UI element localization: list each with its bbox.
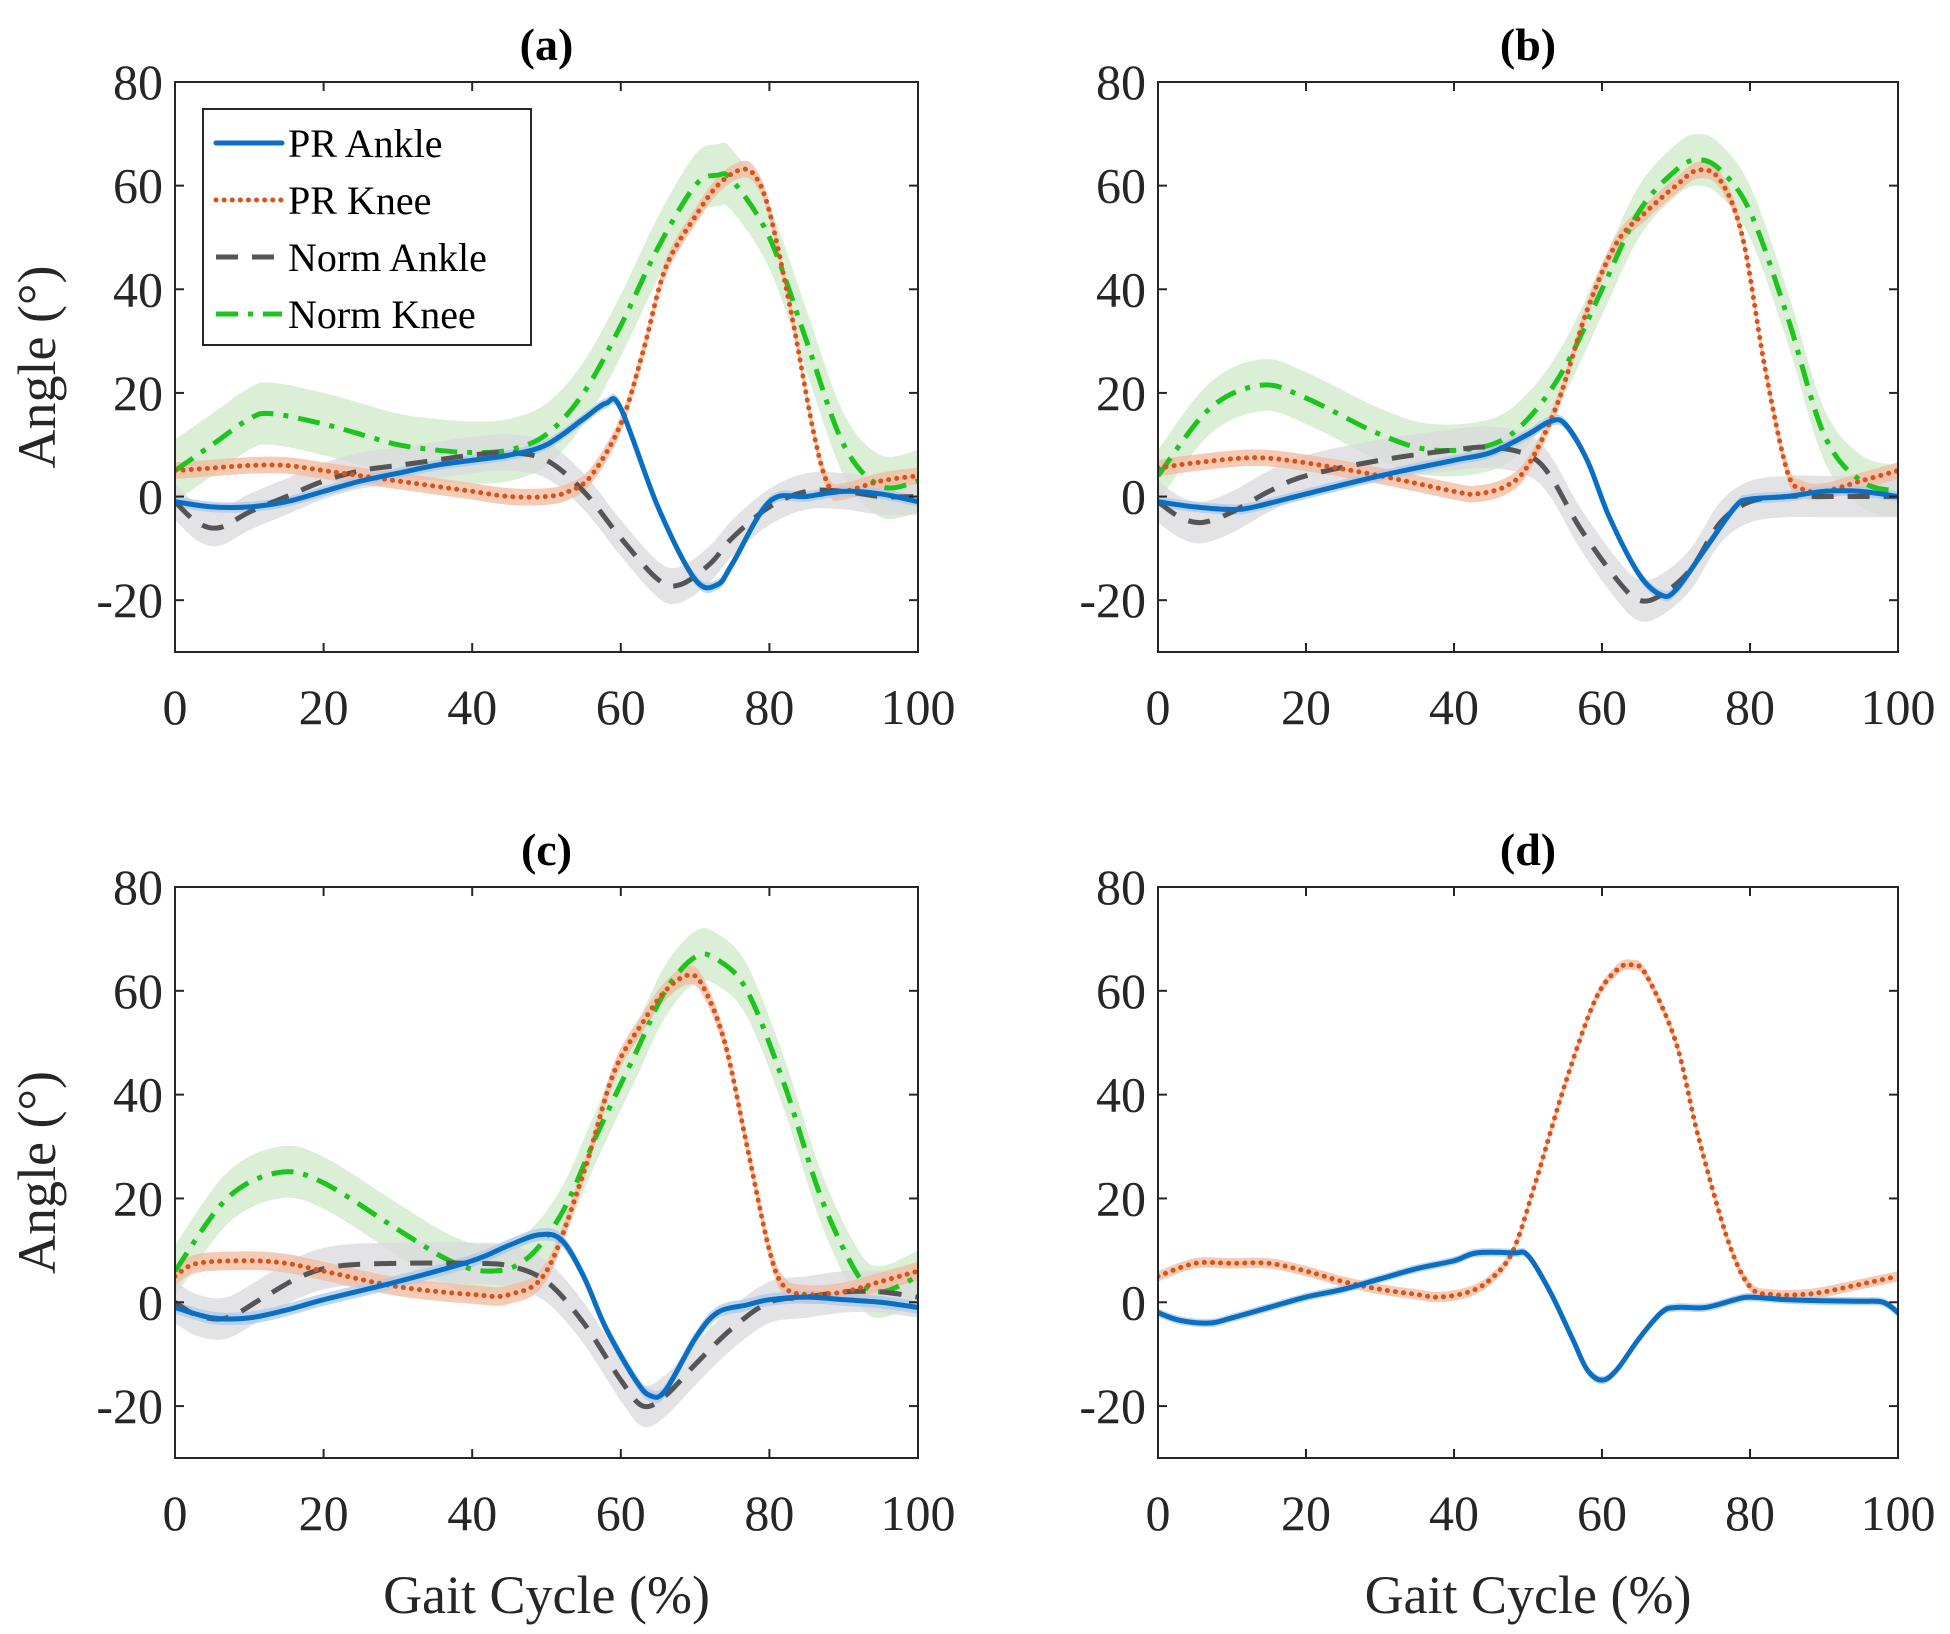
series-line-pr-ankle: [175, 1231, 918, 1400]
y-tick-label: -20: [1079, 1378, 1146, 1434]
band-norm-knee: [175, 928, 918, 1318]
series-line-norm-knee: [175, 171, 918, 491]
x-tick-label: 60: [596, 1485, 646, 1541]
y-tick-label: -20: [1079, 572, 1146, 628]
series-line-pr-ankle: [175, 396, 918, 591]
x-tick-label: 0: [163, 1485, 188, 1541]
plot-area: [1158, 133, 1898, 622]
x-tick-label: 0: [1146, 1485, 1171, 1541]
y-axis-label: Angle (°): [7, 1071, 67, 1274]
x-tick-label: 40: [1429, 1485, 1479, 1541]
y-tick-label: 60: [113, 158, 163, 214]
x-tick-label: 100: [1861, 1485, 1936, 1541]
legend-label: Norm Knee: [288, 292, 476, 337]
axes-box: [174, 886, 919, 1459]
y-tick-label: 40: [1096, 261, 1146, 317]
panel-title: (a): [520, 19, 574, 70]
legend-box: [202, 108, 532, 346]
legend-label: PR Ankle: [288, 121, 442, 166]
plot-area: [175, 142, 918, 605]
x-tick-label: 80: [1725, 1485, 1775, 1541]
axes-box: [174, 81, 919, 653]
y-tick-label: 80: [113, 859, 163, 915]
plot-area: [175, 928, 918, 1428]
y-tick-label: 80: [113, 54, 163, 110]
x-tick-label: 60: [596, 679, 646, 735]
x-axis-label: Gait Cycle (%): [1365, 1565, 1692, 1625]
x-tick-label: 80: [744, 1485, 794, 1541]
panel-title: (c): [521, 824, 572, 875]
panel-title: (b): [1500, 19, 1556, 70]
y-tick-label: 20: [1096, 1170, 1146, 1226]
series-line-norm-knee: [175, 951, 918, 1295]
band-pr-knee: [1158, 959, 1898, 1303]
band-norm-knee: [175, 142, 918, 520]
series-line-pr-ankle: [1158, 417, 1898, 600]
x-tick-label: 20: [299, 1485, 349, 1541]
y-tick-label: 0: [1121, 1274, 1146, 1330]
x-tick-label: 100: [881, 1485, 956, 1541]
y-tick-label: 20: [113, 365, 163, 421]
y-tick-label: 80: [1096, 859, 1146, 915]
x-tick-label: 20: [299, 679, 349, 735]
legend: PR Ankle PR Knee Norm Ankle Norm Knee: [202, 108, 532, 346]
x-tick-label: 20: [1281, 1485, 1331, 1541]
x-tick-label: 40: [447, 1485, 497, 1541]
x-tick-label: 40: [1429, 679, 1479, 735]
band-norm-knee: [1158, 133, 1898, 518]
x-tick-label: 60: [1577, 679, 1627, 735]
y-tick-label: 0: [138, 469, 163, 525]
y-tick-label: 40: [1096, 1067, 1146, 1123]
x-axis-label: Gait Cycle (%): [383, 1565, 710, 1625]
y-tick-label: 0: [1121, 469, 1146, 525]
series-line-pr-ankle: [1158, 1249, 1898, 1383]
y-tick-label: 60: [113, 963, 163, 1019]
series-line-pr-knee: [175, 972, 918, 1300]
panel-title: (d): [1500, 824, 1556, 875]
x-tick-label: 80: [1725, 679, 1775, 735]
series-line-norm-ankle: [1158, 444, 1898, 604]
y-axis-label: Angle (°): [7, 265, 67, 468]
series-line-pr-knee: [175, 166, 918, 500]
legend-label: Norm Ankle: [288, 235, 487, 280]
y-tick-label: 20: [113, 1170, 163, 1226]
x-tick-label: 20: [1281, 679, 1331, 735]
x-tick-label: 60: [1577, 1485, 1627, 1541]
y-tick-label: 20: [1096, 365, 1146, 421]
y-tick-label: 40: [113, 261, 163, 317]
series-line-norm-knee: [1158, 157, 1898, 494]
legend-label: PR Knee: [288, 178, 431, 223]
y-tick-label: 60: [1096, 158, 1146, 214]
x-tick-label: 80: [744, 679, 794, 735]
y-tick-label: 80: [1096, 54, 1146, 110]
x-tick-label: 100: [881, 679, 956, 735]
series-line-pr-knee: [1158, 167, 1898, 497]
y-tick-label: 60: [1096, 963, 1146, 1019]
x-tick-label: 40: [447, 679, 497, 735]
series-line-norm-ankle: [175, 449, 918, 589]
series-line-pr-knee: [1158, 961, 1898, 1300]
x-tick-label: 100: [1861, 679, 1936, 735]
y-tick-label: 0: [138, 1274, 163, 1330]
axes-box: [1157, 81, 1899, 653]
y-tick-label: 40: [113, 1067, 163, 1123]
plot-area: [1158, 959, 1898, 1385]
y-tick-label: -20: [96, 1378, 163, 1434]
x-tick-label: 0: [163, 679, 188, 735]
y-tick-label: -20: [96, 572, 163, 628]
band-pr-knee: [175, 160, 918, 506]
axes-box: [1157, 886, 1899, 1459]
x-tick-label: 0: [1146, 679, 1171, 735]
